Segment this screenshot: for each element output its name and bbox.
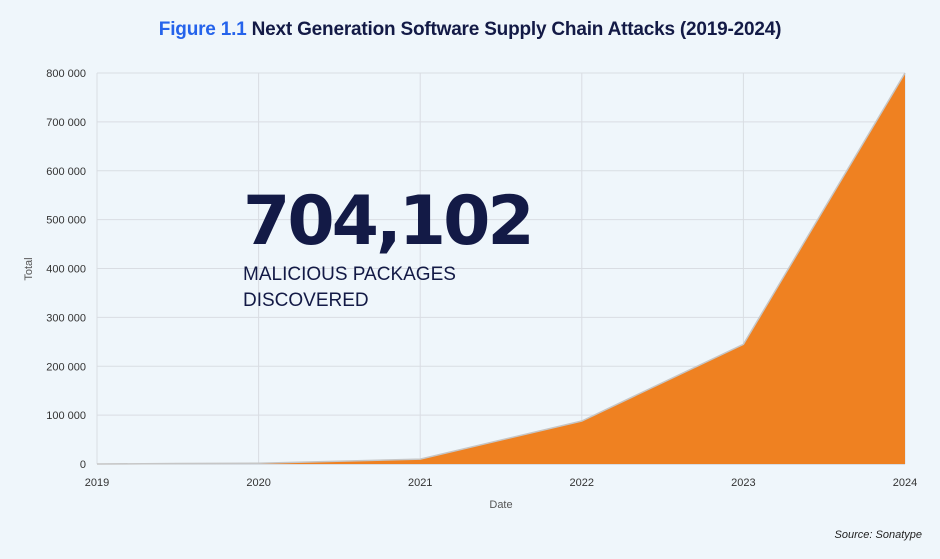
y-tick-label: 100 000 (46, 410, 86, 422)
y-tick-label: 600 000 (46, 166, 86, 178)
area-fill (97, 73, 905, 464)
y-tick-label: 0 (80, 459, 86, 471)
callout: 704,102 MALICIOUS PACKAGES DISCOVERED (243, 182, 535, 314)
figure-label: Figure 1.1 (158, 19, 247, 40)
source-note: Source: Sonatype (834, 529, 922, 541)
y-axis-label: Total (23, 257, 35, 280)
y-tick-label: 800 000 (46, 68, 86, 80)
callout-caption: MALICIOUS PACKAGES DISCOVERED (243, 264, 456, 311)
y-tick-label: 300 000 (46, 312, 86, 324)
y-tick-label: 500 000 (46, 215, 86, 227)
x-axis: 2019 2020 2021 2022 2023 2024 (85, 477, 917, 489)
x-tick-label: 2019 (85, 477, 109, 489)
area-line (96, 72, 906, 465)
x-tick-label: 2024 (893, 477, 917, 489)
series-area (96, 72, 906, 465)
title-text: Next Generation Software Supply Chain At… (251, 19, 782, 40)
x-tick-label: 2021 (408, 477, 432, 489)
y-tick-label: 700 000 (46, 117, 86, 129)
x-tick-label: 2022 (570, 477, 594, 489)
y-tick-label: 200 000 (46, 361, 86, 373)
chart-title: Figure 1.1 Next Generation Software Supp… (0, 19, 940, 41)
x-tick-label: 2023 (731, 477, 755, 489)
x-axis-label: Date (489, 499, 512, 511)
x-tick-label: 2020 (246, 477, 270, 489)
y-axis: 0 100 000 200 000 300 000 400 000 500 000 600 … (46, 68, 86, 471)
callout-number: 704,102 (243, 182, 535, 261)
y-tick-label: 400 000 (46, 264, 86, 276)
